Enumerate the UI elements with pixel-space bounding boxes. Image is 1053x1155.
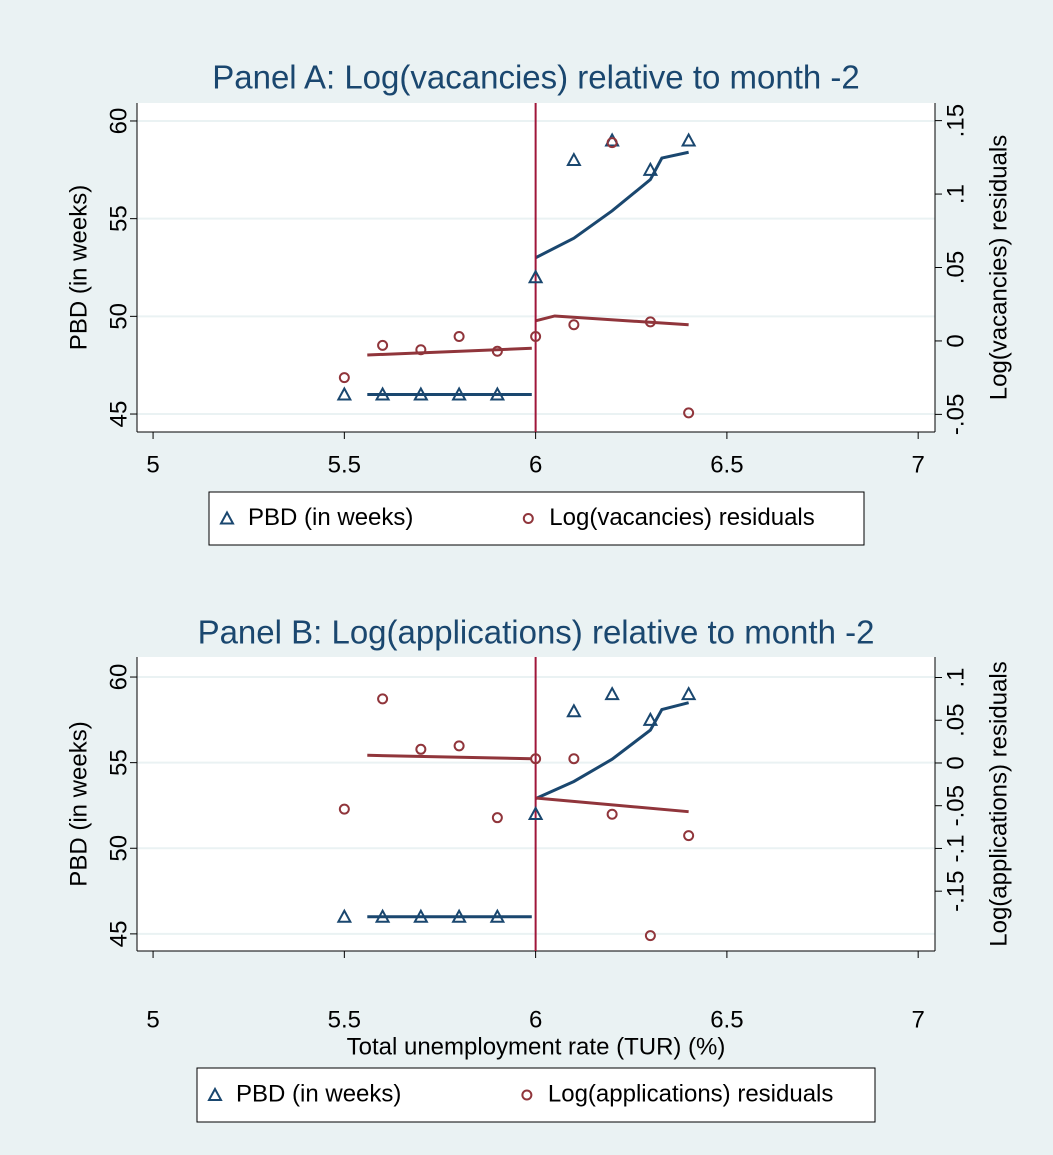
- legend-label: Log(vacancies) residuals: [549, 504, 814, 531]
- y2-tick-label: -.15: [942, 870, 969, 911]
- circle-marker: [522, 513, 534, 524]
- legend-label: Log(applications) residuals: [548, 1080, 834, 1107]
- x-tick-label: 6: [529, 451, 542, 478]
- triangle-marker: [374, 386, 391, 401]
- triangle-marker: [604, 686, 620, 701]
- y-axis-label: PBD (in weeks): [65, 721, 92, 886]
- x-tick-label: 5: [146, 451, 159, 478]
- y-tick-label: 60: [105, 108, 132, 135]
- triangle-marker: [336, 386, 353, 401]
- triangle-marker: [680, 686, 697, 701]
- y2-tick-label: -.1: [942, 834, 969, 862]
- circle-marker: [338, 803, 350, 815]
- circle-marker: [683, 407, 695, 419]
- y-tick-label: 45: [105, 401, 132, 428]
- legend-label: PBD (in weeks): [236, 1080, 401, 1107]
- legend-label: PBD (in weeks): [248, 504, 413, 531]
- chart-title: Panel B: Log(applications) relative to m…: [198, 614, 875, 651]
- legend-box: [208, 491, 865, 546]
- legend-box: [196, 1067, 876, 1123]
- x-tick-label: 6.5: [710, 1006, 743, 1033]
- y2-tick-label: 0: [942, 756, 969, 769]
- triangle-marker: [413, 908, 429, 923]
- y2-tick-label: -.05: [942, 394, 969, 435]
- x-tick-label: 7: [911, 451, 924, 478]
- triangle-marker: [642, 161, 659, 176]
- triangle-marker: [642, 711, 659, 726]
- y-tick-label: 60: [105, 664, 132, 691]
- circle-marker: [453, 331, 465, 343]
- x-tick-label: 5: [146, 1006, 159, 1033]
- triangle-marker: [374, 908, 391, 923]
- circle-marker: [644, 316, 656, 328]
- y2-tick-label: 0: [942, 334, 969, 347]
- triangle-marker: [207, 1086, 223, 1101]
- triangle-marker: [489, 386, 506, 401]
- triangle-marker: [527, 805, 544, 821]
- x-tick-label: 5.5: [328, 1006, 361, 1033]
- fit-line: [535, 701, 690, 800]
- circle-marker: [683, 830, 695, 842]
- triangle-marker: [489, 908, 506, 923]
- x-tick-label: 6: [529, 1006, 542, 1033]
- y-tick-label: 50: [105, 303, 132, 330]
- y2-tick-label: .05: [942, 704, 969, 737]
- triangle-marker: [680, 132, 697, 147]
- triangle-marker: [413, 386, 429, 401]
- y2-axis-label: Log(applications) residuals: [985, 661, 1012, 947]
- fit-line: [367, 346, 532, 357]
- y-tick-label: 55: [105, 749, 132, 776]
- y2-tick-label: -.05: [942, 785, 969, 826]
- circle-marker: [338, 372, 350, 384]
- y2-tick-label: .1: [942, 184, 969, 204]
- circle-marker: [568, 319, 580, 331]
- y2-axis-label: Log(vacancies) residuals: [985, 135, 1012, 400]
- triangle-marker: [566, 703, 582, 718]
- circle-marker: [530, 753, 542, 765]
- fit-line: [534, 150, 689, 260]
- circle-marker: [606, 137, 618, 149]
- x-axis-label: Total unemployment rate (TUR) (%): [347, 1033, 726, 1060]
- circle-marker: [415, 743, 427, 755]
- y-tick-label: 45: [105, 921, 132, 948]
- fit-line: [535, 796, 689, 814]
- circle-marker: [377, 339, 389, 351]
- circle-marker: [491, 345, 503, 357]
- triangle-marker: [451, 908, 467, 923]
- fit-line: [367, 753, 532, 761]
- triangle-marker: [527, 269, 544, 284]
- y-tick-label: 50: [105, 835, 132, 862]
- circle-marker: [521, 1089, 533, 1101]
- y-axis-label: PBD (in weeks): [65, 185, 92, 350]
- y2-tick-label: .1: [942, 668, 969, 688]
- y2-tick-label: .05: [942, 251, 969, 284]
- x-tick-label: 6.5: [710, 451, 743, 478]
- circle-marker: [606, 808, 618, 820]
- triangle-marker: [219, 510, 235, 525]
- circle-marker: [415, 344, 427, 356]
- triangle-marker: [336, 908, 353, 923]
- circle-marker: [568, 753, 580, 765]
- x-tick-label: 5.5: [328, 451, 361, 478]
- circle-marker: [377, 693, 389, 705]
- triangle-marker: [451, 386, 467, 401]
- circle-marker: [644, 930, 656, 942]
- circle-marker: [453, 740, 465, 752]
- circle-marker: [530, 331, 542, 343]
- triangle-marker: [566, 151, 582, 167]
- y-tick-label: 55: [105, 205, 132, 232]
- fit-line: [535, 314, 689, 327]
- circle-marker: [491, 812, 503, 824]
- x-tick-label: 7: [911, 1006, 924, 1033]
- chart-title: Panel A: Log(vacancies) relative to mont…: [212, 59, 860, 96]
- y2-tick-label: .15: [942, 104, 969, 137]
